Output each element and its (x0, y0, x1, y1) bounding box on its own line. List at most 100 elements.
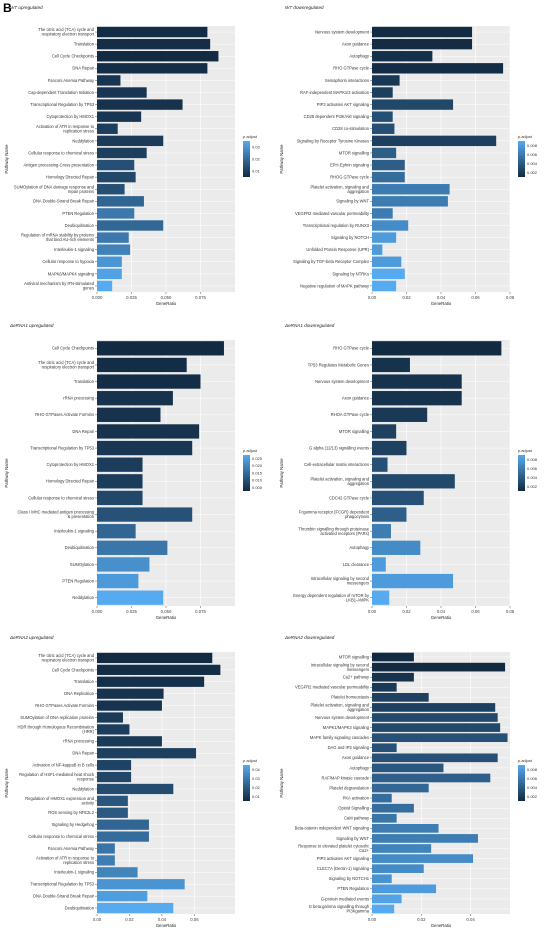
bar (372, 753, 498, 763)
y-tick-label: Antigen processing-Cross presentation (23, 162, 94, 167)
y-tick-label: Semaphorin interactions (325, 78, 369, 83)
bar (97, 652, 213, 664)
bar (97, 341, 224, 356)
y-tick-label: Axon guidance (342, 396, 370, 401)
y-tick-label: rRNA processing (63, 396, 94, 401)
chart-derna2-upregulated: ΔeRNA2 upregulated 0.00 0.02 0.04 0.06 The ci… (4, 635, 261, 928)
legend-title: p.adjust (518, 448, 533, 453)
bar (372, 111, 393, 122)
bar (372, 884, 437, 894)
bar (372, 87, 393, 98)
bar (97, 184, 125, 195)
y-tick-label: Activation of ATR in response to replicat… (36, 856, 95, 866)
bar (97, 374, 201, 389)
y-tick-label: Transcriptional regulation by RUNX3 (303, 223, 370, 228)
bar (372, 904, 395, 914)
y-tick-label: DNA Repair (72, 751, 94, 756)
bar (372, 26, 473, 38)
bar (97, 507, 193, 522)
bar (97, 902, 174, 914)
y-tick-label: Cellular response to chemical stress (28, 150, 94, 155)
y-tick-label: Transcriptional Regulation by TP53 (30, 882, 94, 887)
bar (97, 879, 185, 890)
y-tick-label: Deubiquitination (65, 545, 95, 550)
x-tick-label: 0.075 (195, 295, 206, 300)
y-tick-label: The citric acid (TCA) cycle and respirato… (38, 653, 95, 663)
bar (97, 540, 168, 555)
bar (372, 51, 433, 62)
x-tick-label: 0.000 (92, 609, 103, 614)
bar (97, 135, 164, 147)
y-tick-label: Nervous system development (315, 29, 370, 34)
y-tick-label: Signaling by Hedgehog (52, 822, 95, 827)
y-tick-label: Fanconi Anemia Pathway (48, 846, 95, 851)
bar (97, 573, 139, 589)
bar (97, 407, 161, 422)
legend-label: 0.004 (527, 475, 538, 480)
panel-letter: B (3, 1, 12, 15)
bar (372, 864, 424, 873)
bar (372, 662, 506, 672)
bar (97, 123, 118, 134)
y-tick-label: CD28 dependent PI3K/Akt signaling (304, 114, 370, 119)
y-tick-label: Platelet activation, signaling and aggreg… (311, 476, 370, 486)
x-tick-label: 0.075 (195, 609, 206, 614)
y-tick-label: Negative regulation of MAPK pathway (300, 283, 370, 288)
chart-title: ΔeRNA1 downregulated (284, 323, 335, 328)
y-tick-label: ROS sensing by NFE2L2 (48, 810, 94, 815)
bar (97, 867, 138, 878)
y-tick-label: Cytoprotection by HMOX1 (46, 462, 94, 467)
y-tick-label: Energy dependent regulation of mTOR by LK… (293, 593, 370, 603)
x-axis-label: GeneRatio (156, 301, 177, 306)
legend-label: 0.008 (527, 767, 538, 772)
x-tick-label: 0.08 (506, 609, 515, 614)
bar (372, 196, 448, 207)
bar (372, 763, 444, 773)
y-tick-label: DNA Repair (72, 66, 94, 71)
y-tick-label: Axon guidance (342, 42, 370, 47)
bar (372, 723, 501, 732)
y-tick-label: MTOR signalling (339, 654, 370, 659)
bar (97, 147, 147, 159)
legend-label: 0.04 (252, 767, 261, 772)
y-tick-label: Autophagy (349, 54, 370, 59)
legend-label: 0.004 (527, 161, 538, 166)
y-axis-label: Pathway Name (4, 458, 9, 488)
x-tick-label: 0.08 (506, 295, 515, 300)
x-tick-label: 0.02 (417, 917, 426, 922)
bar (372, 894, 402, 904)
y-axis-label: Pathway Name (279, 458, 284, 488)
bar (372, 391, 462, 406)
y-tick-label: CLEC7A (Dectin-1) signaling (317, 866, 370, 871)
x-axis-label: GeneRatio (431, 301, 452, 306)
x-tick-label: 0.00 (368, 295, 377, 300)
y-tick-label: VEGFR2 mediated vascular permeability (295, 685, 370, 690)
y-tick-label: Ca2+ pathway (343, 675, 370, 680)
x-tick-label: 0.050 (161, 295, 172, 300)
chart-title: WT downregulated (285, 5, 324, 10)
legend-label: 0.008 (527, 457, 538, 462)
y-tick-label: Cap-dependent Translation Initiation (28, 90, 94, 95)
y-axis-label: Pathway Name (4, 144, 9, 174)
bar (97, 440, 193, 456)
bar (372, 672, 414, 682)
y-tick-label: Cellular response to chemical stress (28, 495, 94, 500)
y-tick-label: HDR through Homologous Recombination (HRR… (18, 725, 95, 735)
x-tick-label: 0.000 (92, 295, 103, 300)
bar (97, 783, 174, 795)
legend-label: 0.020 (252, 463, 263, 468)
y-tick-label: TP53 Regulates Metabolic Genes (308, 362, 369, 367)
bar (372, 38, 473, 50)
y-tick-label: Platelet degranulation (329, 785, 369, 790)
legend-colorbar (243, 455, 250, 491)
x-tick-label: 0.06 (471, 609, 480, 614)
x-tick-label: 0.04 (158, 917, 167, 922)
y-axis-label: Pathway Name (279, 144, 284, 174)
y-tick-label: RHO GTPase cycle (333, 66, 369, 71)
bar (97, 855, 115, 866)
bar (97, 75, 121, 86)
y-tick-label: Platelet homeostasis (331, 695, 369, 700)
y-tick-label: G-protein mediated events (321, 896, 369, 901)
x-tick-label: 0.02 (402, 295, 411, 300)
bar (97, 208, 135, 219)
